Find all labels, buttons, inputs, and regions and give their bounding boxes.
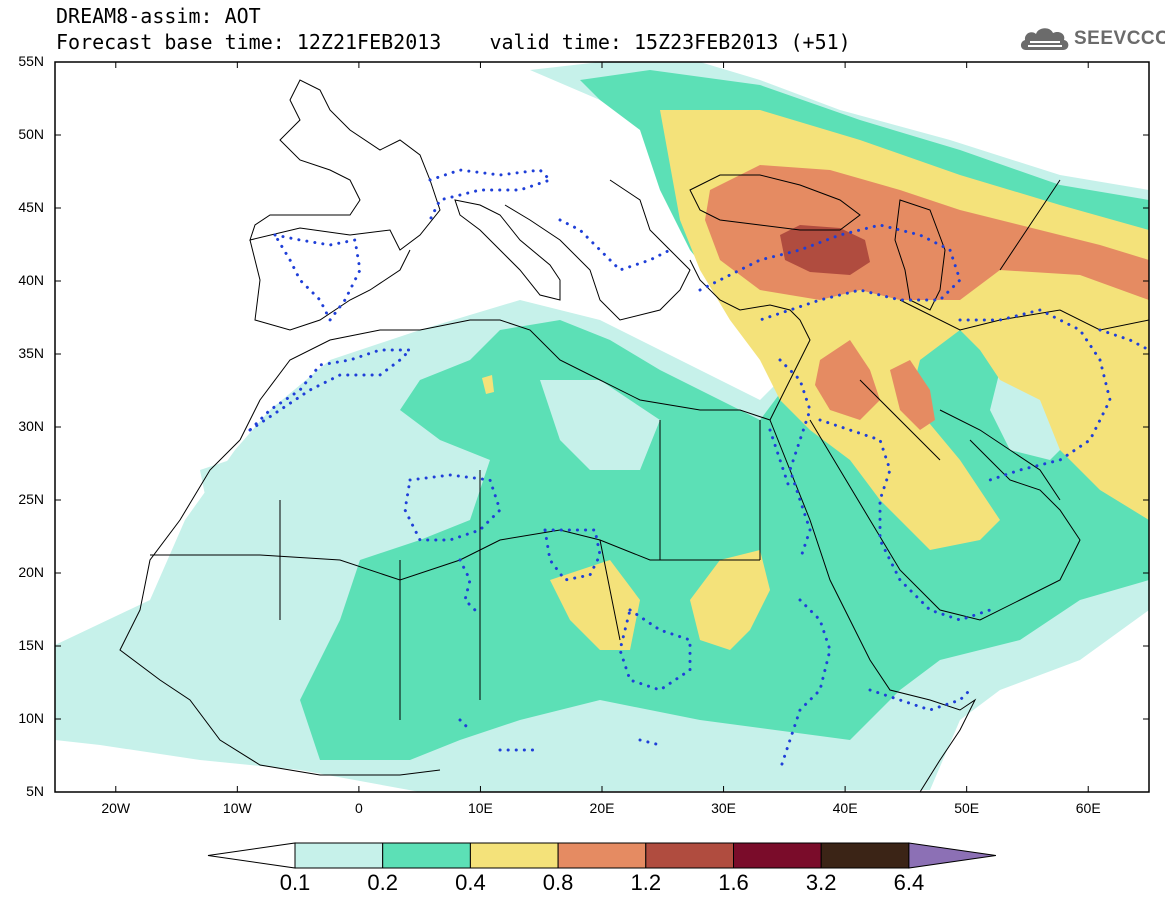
lat-tick-label: 10N <box>18 710 44 726</box>
lon-tick-label: 30E <box>711 800 736 816</box>
logo-text: SEEVCCC <box>1074 28 1165 49</box>
lon-tick-label: 0 <box>354 800 363 816</box>
product-title: DREAM8-assim: AOT <box>56 4 261 28</box>
contour-iberia <box>271 232 362 323</box>
lat-tick-label: 50N <box>18 126 44 142</box>
border-meridians <box>279 420 761 720</box>
lat-tick-label: 55N <box>18 53 44 69</box>
lat-tick-label: 40N <box>18 272 44 288</box>
forecast-time-title: Forecast base time: 12Z21FEB2013 valid t… <box>56 30 851 54</box>
contour-levant <box>778 358 812 562</box>
coast-caspian <box>894 199 946 311</box>
coast-west-africa <box>119 439 441 776</box>
lon-tick-label: 60E <box>1075 800 1101 816</box>
lon-tick-label: 20E <box>589 800 615 816</box>
contour-turkey <box>698 223 962 322</box>
lat-tick-label: 5N <box>26 783 44 799</box>
lat-tick-label: 30N <box>18 418 44 434</box>
colorbar-under-triangle <box>207 842 296 869</box>
colorbar-box <box>733 842 822 869</box>
contour-nile <box>768 428 792 492</box>
border-middle-east <box>859 179 1149 461</box>
coast-levant <box>689 259 811 381</box>
contour-maghreb <box>248 348 414 432</box>
coast-black-sea <box>689 174 861 231</box>
colorbar-box <box>645 842 734 869</box>
aot-region-0.4-sudan <box>690 550 770 650</box>
lon-tick-label: 10E <box>467 800 493 816</box>
coast-iberia-south <box>249 239 411 331</box>
aot-region-0.4-tunisia <box>482 375 494 394</box>
coast-arabia <box>809 419 1081 621</box>
lat-tick-label: 45N <box>18 199 44 215</box>
colorbar-level-label: 6.4 <box>893 870 925 895</box>
coastlines <box>119 79 1149 792</box>
colorbar <box>207 842 996 869</box>
lat-tick-label: 15N <box>18 637 44 653</box>
lon-tick-label: 40E <box>832 800 858 816</box>
colorbar-box <box>469 842 559 869</box>
contour-sahara-3 <box>458 558 477 612</box>
contour-balkans <box>558 218 672 272</box>
coast-iberia-france-uk <box>249 79 441 251</box>
lon-tick-label: 50E <box>954 800 980 816</box>
colorbar-level-label: 0.4 <box>455 870 486 895</box>
aot-region-0.1-holes <box>540 380 660 470</box>
contour-chad <box>618 607 692 692</box>
contour-equator <box>458 718 662 752</box>
colorbar-level-label: 0.1 <box>279 870 311 895</box>
colorbar-level-label: 3.2 <box>805 870 837 895</box>
aot-region-0.8-iraq <box>815 340 880 420</box>
colorbar-box <box>557 842 647 869</box>
colorbar-box <box>382 842 471 869</box>
lat-tick-label: 20N <box>18 564 44 580</box>
coast-north-africa <box>239 319 791 441</box>
coast-italy <box>454 199 561 301</box>
contour-iran-east <box>1098 328 1149 352</box>
contour-alps <box>428 168 553 222</box>
coast-persian-gulf <box>939 409 1061 501</box>
colorbar-over-triangle <box>908 842 996 869</box>
colorbar-level-label: 0.2 <box>367 870 398 895</box>
aot-region-0.1-west <box>200 440 360 520</box>
lat-tick-label: 35N <box>18 345 44 361</box>
coast-red-sea <box>769 419 977 792</box>
aot-shading <box>55 62 1149 792</box>
aot-region-1.2-core <box>780 225 870 275</box>
lon-tick-label: 20W <box>101 800 131 816</box>
lat-tick-label: 25N <box>18 491 44 507</box>
colorbar-box <box>294 842 384 869</box>
axis-ticks <box>55 61 1149 793</box>
colorbar-level-label: 1.6 <box>718 870 749 895</box>
colorbar-box <box>820 842 910 869</box>
colorbar-level-label: 0.8 <box>542 870 574 895</box>
seevccc-logo: SEEVCCC <box>1018 24 1165 54</box>
aot-region-0.8-gulf <box>890 360 935 430</box>
contour-arabia <box>818 418 992 622</box>
dotted-contours <box>248 168 1149 772</box>
lon-tick-label: 10W <box>222 800 252 816</box>
cloud-icon <box>1020 28 1069 50</box>
coast-balkans <box>504 179 691 321</box>
colorbar-level-label: 1.2 <box>630 870 662 895</box>
contour-sudan <box>778 598 832 772</box>
